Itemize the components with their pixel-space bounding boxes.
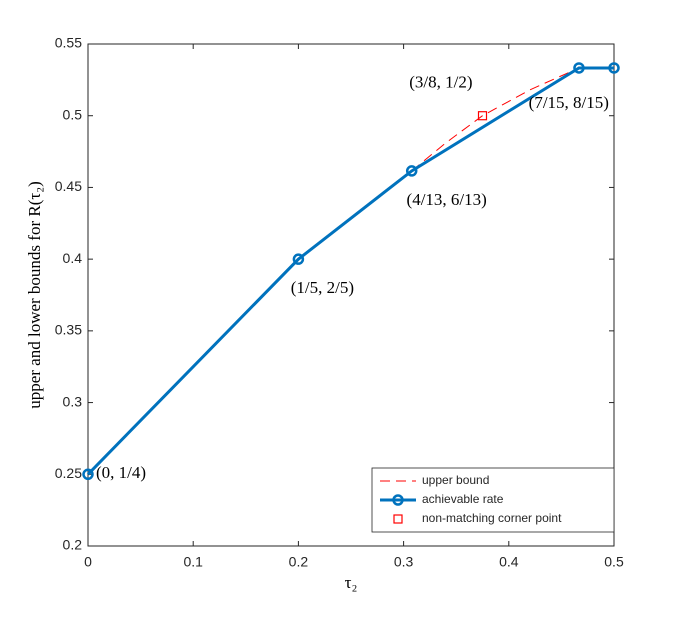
legend-label: achievable rate xyxy=(422,492,504,506)
x-tick-label: 0.3 xyxy=(394,554,414,570)
y-tick-label: 0.55 xyxy=(55,35,82,51)
plot-area xyxy=(87,43,615,547)
legend-marker xyxy=(393,514,403,524)
marker xyxy=(82,468,94,481)
y-tick-label: 0.25 xyxy=(55,465,82,481)
annotation: (7/15, 8/15) xyxy=(529,93,609,112)
legend-label: upper bound xyxy=(422,473,489,487)
y-tick-label: 0.4 xyxy=(63,250,83,266)
legend-marker xyxy=(392,494,404,506)
y-tick-label: 0.45 xyxy=(55,178,82,194)
y-tick-label: 0.5 xyxy=(63,106,83,122)
annotation: (1/5, 2/5) xyxy=(291,278,354,297)
x-tick-label: 0.4 xyxy=(499,554,519,570)
x-tick-label: 0.5 xyxy=(604,554,624,570)
x-tick-label: 0.1 xyxy=(183,554,203,570)
annotation: (0, 1/4) xyxy=(96,463,146,482)
y-tick-label: 0.35 xyxy=(55,322,82,338)
series-line xyxy=(86,66,614,476)
marker xyxy=(292,253,305,265)
marker xyxy=(405,165,418,177)
series-line xyxy=(411,67,580,172)
x-tick-label: 0 xyxy=(84,554,92,570)
legend-label: non-matching corner point xyxy=(422,511,562,525)
y-axis-label: upper and lower bounds for R(τ₂) xyxy=(25,181,44,409)
x-axis-label: τ₂ xyxy=(345,573,358,592)
marker xyxy=(573,62,585,74)
x-tick-label: 0.2 xyxy=(289,554,309,570)
marker xyxy=(477,111,488,121)
y-tick-label: 0.3 xyxy=(63,393,83,409)
y-tick-label: 0.2 xyxy=(63,537,83,553)
marker xyxy=(608,62,620,74)
annotation: (3/8, 1/2) xyxy=(409,73,472,92)
annotation: (4/13, 6/13) xyxy=(407,190,487,209)
